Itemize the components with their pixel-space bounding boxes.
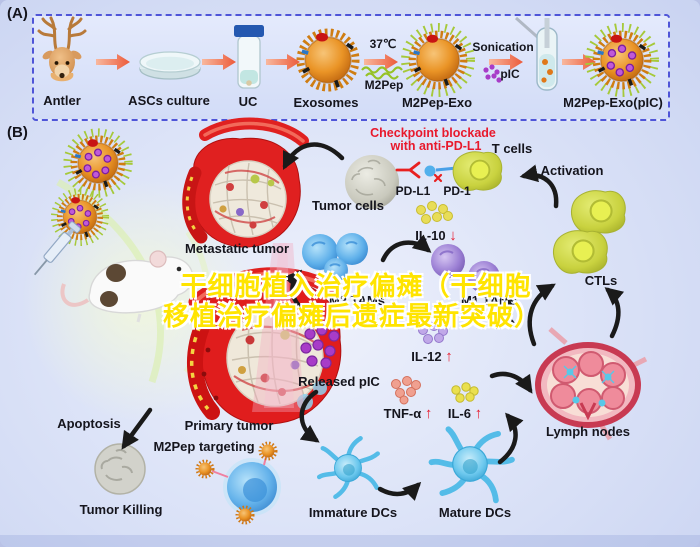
- label-il6: IL-6 ↑: [448, 405, 482, 422]
- bottom-edge-shade: [0, 535, 700, 547]
- flow-arrow: [96, 54, 130, 70]
- panel-b-tag: (B): [7, 124, 28, 141]
- arrow-il12-to-lymph: [489, 371, 533, 394]
- mature-dc-icon: [423, 416, 519, 512]
- lymph-node-illustration: [535, 327, 648, 441]
- targeting-exosome-icon: [258, 441, 278, 461]
- il6-up-arrow-icon: ↑: [474, 405, 483, 422]
- label-il10: IL-10 ↓: [415, 227, 456, 244]
- pic-dots-icon: [483, 64, 502, 83]
- watermark-line2: 移植治疗偏瘫后遗症最新突破）: [162, 301, 542, 331]
- tnf-text: TNF-α: [383, 406, 422, 421]
- tnf-up-arrow-icon: ↑: [424, 405, 433, 422]
- il10-down-arrow-icon: ↓: [449, 227, 457, 244]
- label-pic: pIC: [500, 67, 520, 81]
- label-m2pep-exo: M2Pep-Exo: [401, 95, 473, 110]
- il12-dots: [418, 321, 448, 344]
- deer-antler-icon: [37, 16, 87, 82]
- label-metastatic-tumor: Metastatic tumor: [184, 241, 290, 256]
- label-sonication: Sonication: [472, 40, 534, 54]
- m2pep-exo-pic-icon: [590, 28, 655, 93]
- il6-dots: [451, 382, 479, 403]
- label-37c: 37℃: [369, 37, 397, 51]
- arrow-lymph-to-ctl: [604, 287, 625, 339]
- label-m2-tams: M2 TAMs: [328, 293, 386, 308]
- arrow-apoptosis: [121, 407, 153, 450]
- label-pd-l1: PD-L1: [395, 184, 431, 198]
- label-tnf: TNF-α ↑: [384, 405, 433, 422]
- petri-dish-icon: [139, 51, 201, 80]
- m2pep-peptide-icon: [361, 66, 403, 80]
- arrow-m2-to-m1: [380, 234, 432, 263]
- ctl-cell-icon: [570, 189, 627, 235]
- arrow-lymph-to-ctl: [527, 283, 556, 347]
- label-activation: Activation: [540, 163, 604, 178]
- arrow-tumorcells-to-metastatic: [282, 142, 345, 171]
- label-m2pep: M2Pep: [364, 78, 404, 92]
- arrow-maturedc-up: [497, 412, 524, 465]
- label-il12: IL-12 ↑: [411, 348, 452, 365]
- targeting-exosome-icon: [195, 459, 215, 479]
- dead-cell-icon: [94, 443, 146, 495]
- m2-tam-cells: [302, 233, 368, 282]
- blocked-x-icon: [433, 173, 443, 183]
- il12-up-arrow-icon: ↑: [445, 348, 453, 365]
- label-pd-1: PD-1: [443, 184, 471, 198]
- mouse-icon: [60, 250, 195, 323]
- primary-tumor-illustration: [187, 267, 342, 425]
- label-checkpoint-2: with anti-PD-L1: [390, 139, 482, 153]
- immature-dc-icon: [319, 438, 378, 497]
- label-m2pep-exo-pic: M2Pep-Exo(pIC): [563, 95, 663, 110]
- arrow-immature-to-mature: [377, 481, 422, 501]
- metastatic-tumor-illustration: [182, 117, 309, 248]
- label-apoptosis: Apoptosis: [57, 416, 121, 431]
- arrow-m1-down: [495, 285, 517, 329]
- flow-arrow: [202, 54, 236, 70]
- m2pep-exo-icon: [406, 28, 471, 93]
- label-mature-dcs: Mature DCs: [438, 505, 512, 520]
- arrow-pic-to-dc: [299, 389, 320, 443]
- label-released-pic: Released pIC: [298, 374, 380, 389]
- flow-arrow: [266, 54, 300, 70]
- label-m1-tams: M1 TAMs: [460, 293, 518, 308]
- panel-a-tag: (A): [7, 5, 28, 22]
- watermark-line1: 干细胞植入治疗偏瘫（干细胞: [180, 271, 532, 301]
- targeting-cell-icon: [211, 456, 281, 516]
- label-primary-tumor: Primary tumor: [184, 418, 274, 433]
- label-exosomes: Exosomes: [293, 95, 359, 110]
- label-uc: UC: [238, 94, 258, 109]
- label-lymph-nodes: Lymph nodes: [545, 424, 631, 439]
- syringe-icon: [33, 221, 81, 276]
- il10-dots: [416, 201, 453, 224]
- sonication-tube-icon: [515, 16, 558, 91]
- il12-text: IL-12: [411, 349, 442, 364]
- label-antler: Antler: [43, 93, 81, 108]
- label-m2pep-targeting: M2Pep targeting: [153, 439, 255, 454]
- antibody-icon: [395, 161, 458, 183]
- il10-text: IL-10: [415, 228, 446, 243]
- label-immature-dcs: Immature DCs: [308, 505, 398, 520]
- tumor-cell-icon: [345, 155, 399, 209]
- released-pic-dots: [300, 324, 340, 369]
- label-tumor-killing: Tumor Killing: [79, 502, 163, 517]
- panel-a-box: [32, 14, 670, 121]
- label-ascs-culture: ASCs culture: [128, 93, 210, 108]
- uc-tube-icon: [234, 25, 264, 89]
- label-ctls: CTLs: [584, 273, 618, 288]
- exosome-icon: [300, 32, 355, 87]
- arrow-activation: [519, 164, 559, 209]
- label-t-cells: T cells: [491, 141, 533, 156]
- tnf-dots: [391, 376, 421, 405]
- label-checkpoint-1: Checkpoint blockade: [370, 126, 496, 140]
- arrow-tumor-to-m2: [283, 269, 303, 310]
- m1-tam-cells: [431, 244, 500, 293]
- label-tumor-cells: Tumor cells: [311, 198, 385, 213]
- il6-text: IL-6: [447, 406, 471, 421]
- ctl-cell-icon: [552, 229, 609, 275]
- pd-l1-dot: [424, 165, 436, 177]
